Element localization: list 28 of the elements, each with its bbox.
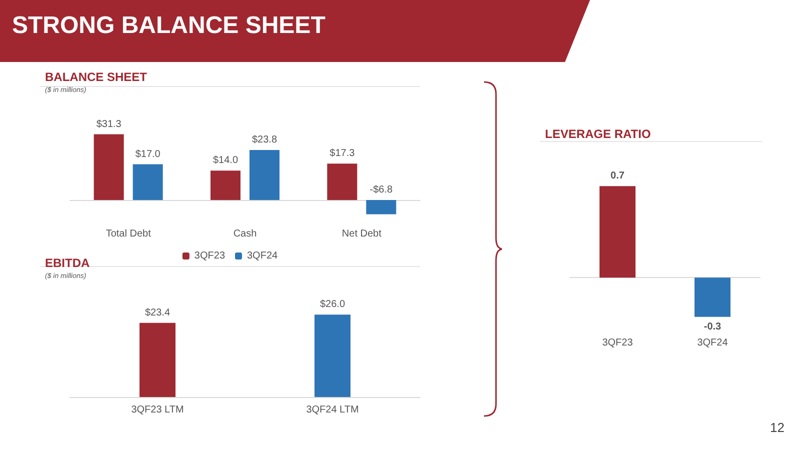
bar bbox=[327, 164, 358, 200]
data-label: $17.0 bbox=[135, 148, 161, 160]
chart-title: BALANCE SHEET bbox=[45, 70, 148, 84]
legend-label: 3QF24 bbox=[247, 250, 278, 262]
data-label: $23.4 bbox=[144, 307, 170, 318]
data-label: $17.3 bbox=[330, 148, 356, 160]
data-label: $23.8 bbox=[252, 134, 278, 146]
bar bbox=[366, 200, 396, 214]
data-label: 0.7 bbox=[610, 170, 625, 182]
bar bbox=[250, 150, 280, 200]
data-label: $14.0 bbox=[212, 155, 238, 166]
x-tick-label: 3QF24 LTM bbox=[306, 404, 359, 416]
data-label: $31.3 bbox=[96, 118, 122, 130]
text: STRONG BALANCE SHEET bbox=[12, 12, 326, 40]
bar bbox=[210, 170, 240, 200]
x-tick-label: Total Debt bbox=[106, 228, 152, 240]
data-label: $26.0 bbox=[320, 299, 346, 310]
data-label: -0.3 bbox=[704, 321, 722, 332]
x-tick-label: 3QF23 LTM bbox=[131, 404, 184, 416]
bar bbox=[132, 164, 163, 200]
text: 12 bbox=[770, 420, 784, 435]
chart-title: EBITDA bbox=[45, 256, 90, 270]
chart-title: LEVERAGE RATIO bbox=[545, 127, 651, 141]
data-label: -$6.8 bbox=[370, 184, 393, 196]
x-tick-label: Cash bbox=[233, 228, 257, 240]
bar bbox=[94, 134, 124, 200]
x-tick-label: Net Debt bbox=[342, 228, 382, 240]
legend-label: 3QF23 bbox=[194, 250, 226, 262]
